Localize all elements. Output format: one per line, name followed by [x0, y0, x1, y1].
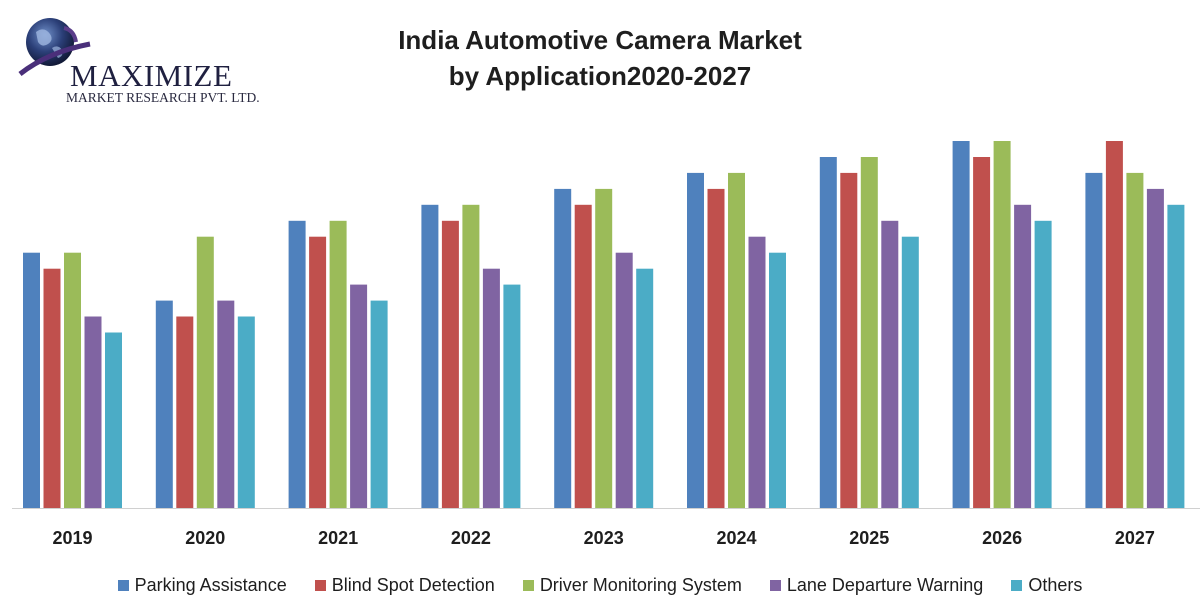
bar-2024-others [769, 252, 786, 508]
legend-swatch [522, 579, 534, 591]
bar-2025-others [901, 236, 919, 508]
bar-2022-others [503, 284, 521, 508]
bar-2019-others [105, 332, 122, 508]
bar-2020-parking-assistance [155, 300, 173, 508]
bar-2019-blind-spot-detection [43, 268, 61, 508]
legend-label: Blind Spot Detection [331, 574, 495, 595]
legend-item: Others [1011, 575, 1082, 596]
bar-2027-parking-assistance [1085, 172, 1103, 508]
bar-2024-parking-assistance [687, 172, 704, 508]
bar-2023-blind-spot-detection [574, 204, 592, 509]
bar-2027-others [1167, 204, 1185, 509]
bar-2026-blind-spot-detection [973, 157, 991, 508]
bar-2020-others [237, 316, 255, 508]
legend-item: Lane Departure Warning [769, 574, 984, 596]
legend-item: Driver Monitoring System [522, 574, 742, 596]
x-tick-label: 2024 [716, 528, 756, 548]
bar-2026-lane-departure-warning [1014, 204, 1032, 509]
legend-label: Driver Monitoring System [539, 574, 742, 595]
legend-swatch [1011, 579, 1023, 591]
x-tick-label: 2027 [1115, 528, 1155, 548]
bar-2026-others [1034, 220, 1052, 509]
legend-label: Parking Assistance [134, 574, 287, 595]
bar-2024-blind-spot-detection [707, 188, 725, 508]
bar-2020-blind-spot-detection [176, 316, 194, 508]
x-tick-label: 2025 [849, 528, 889, 548]
bar-2023-lane-departure-warning [615, 252, 633, 508]
x-tick-label: 2021 [318, 528, 358, 548]
brand-subtitle: MARKET RESEARCH PVT. LTD. [66, 90, 260, 105]
bar-2022-parking-assistance [421, 204, 439, 509]
bar-2022-lane-departure-warning [482, 268, 500, 508]
x-tick-label: 2022 [451, 528, 491, 548]
bar-2019-parking-assistance [23, 252, 40, 508]
legend-swatch [117, 579, 129, 591]
bar-2025-driver-monitoring-system [860, 157, 878, 508]
x-tick-label: 2019 [52, 528, 92, 548]
bar-2027-driver-monitoring-system [1126, 172, 1144, 508]
bar-2023-others [636, 268, 654, 508]
chart-title: India Automotive Camera Market by Applic… [360, 22, 840, 94]
bar-2021-driver-monitoring-system [329, 220, 347, 509]
bar-2027-lane-departure-warning [1146, 188, 1164, 508]
chart-legend: Parking Assistance Blind Spot Detection Dr… [0, 572, 1200, 598]
bar-2024-lane-departure-warning [748, 236, 766, 508]
x-tick-label: 2023 [584, 528, 624, 548]
bar-2020-lane-departure-warning [217, 300, 235, 508]
legend-label: Lane Departure Warning [786, 574, 984, 595]
bar-2021-parking-assistance [288, 220, 306, 509]
bar-2020-driver-monitoring-system [196, 236, 214, 508]
bar-2021-others [370, 300, 388, 508]
bar-2023-parking-assistance [554, 188, 572, 508]
bar-2022-blind-spot-detection [441, 220, 459, 509]
bar-2025-lane-departure-warning [881, 220, 899, 509]
bar-2021-lane-departure-warning [350, 284, 368, 508]
legend-item: Blind Spot Detection [314, 574, 495, 596]
bar-2023-driver-monitoring-system [595, 188, 613, 508]
bar-2027-blind-spot-detection [1105, 141, 1123, 508]
company-logo: MAXIMIZE MARKET RESEARCH PVT. LTD. [8, 8, 268, 108]
brand-name: MAXIMIZE [70, 58, 233, 93]
bar-2022-driver-monitoring-system [462, 204, 480, 509]
legend-item: Parking Assistance [117, 574, 287, 596]
bar-2026-parking-assistance [952, 141, 970, 508]
bar-2026-driver-monitoring-system [993, 141, 1011, 508]
legend-swatch [314, 579, 326, 591]
globe-logo-icon [18, 18, 91, 76]
bar-2019-lane-departure-warning [84, 316, 102, 508]
bar-2021-blind-spot-detection [309, 236, 327, 508]
chart-title-line-2: by Application2020-2027 [448, 61, 752, 91]
legend-label: Others [1028, 574, 1083, 595]
bar-2025-parking-assistance [819, 157, 837, 508]
bar-2019-driver-monitoring-system [64, 252, 81, 508]
bar-2025-blind-spot-detection [840, 172, 858, 508]
chart-title-line-1: India Automotive Camera Market [398, 25, 802, 55]
legend-swatch [769, 579, 781, 591]
x-tick-label: 2020 [185, 528, 225, 548]
x-tick-label: 2026 [982, 528, 1022, 548]
bar-2024-driver-monitoring-system [728, 172, 745, 508]
